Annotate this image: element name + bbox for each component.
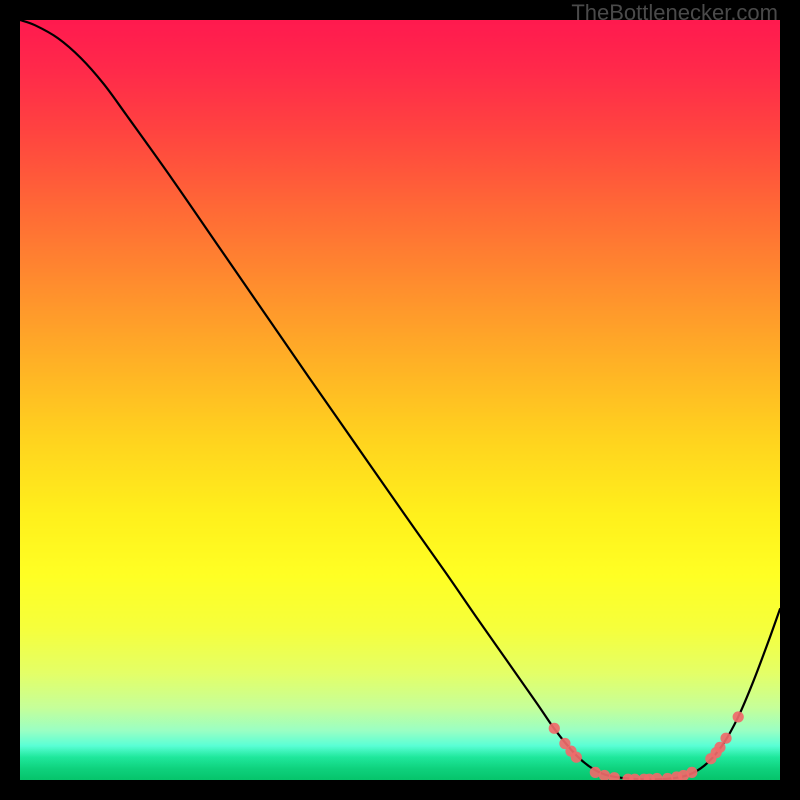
watermark-text: TheBottlenecker.com — [571, 0, 778, 26]
gradient-background — [20, 20, 780, 780]
plot-area — [20, 20, 780, 780]
chart-root: TheBottlenecker.com — [0, 0, 800, 800]
